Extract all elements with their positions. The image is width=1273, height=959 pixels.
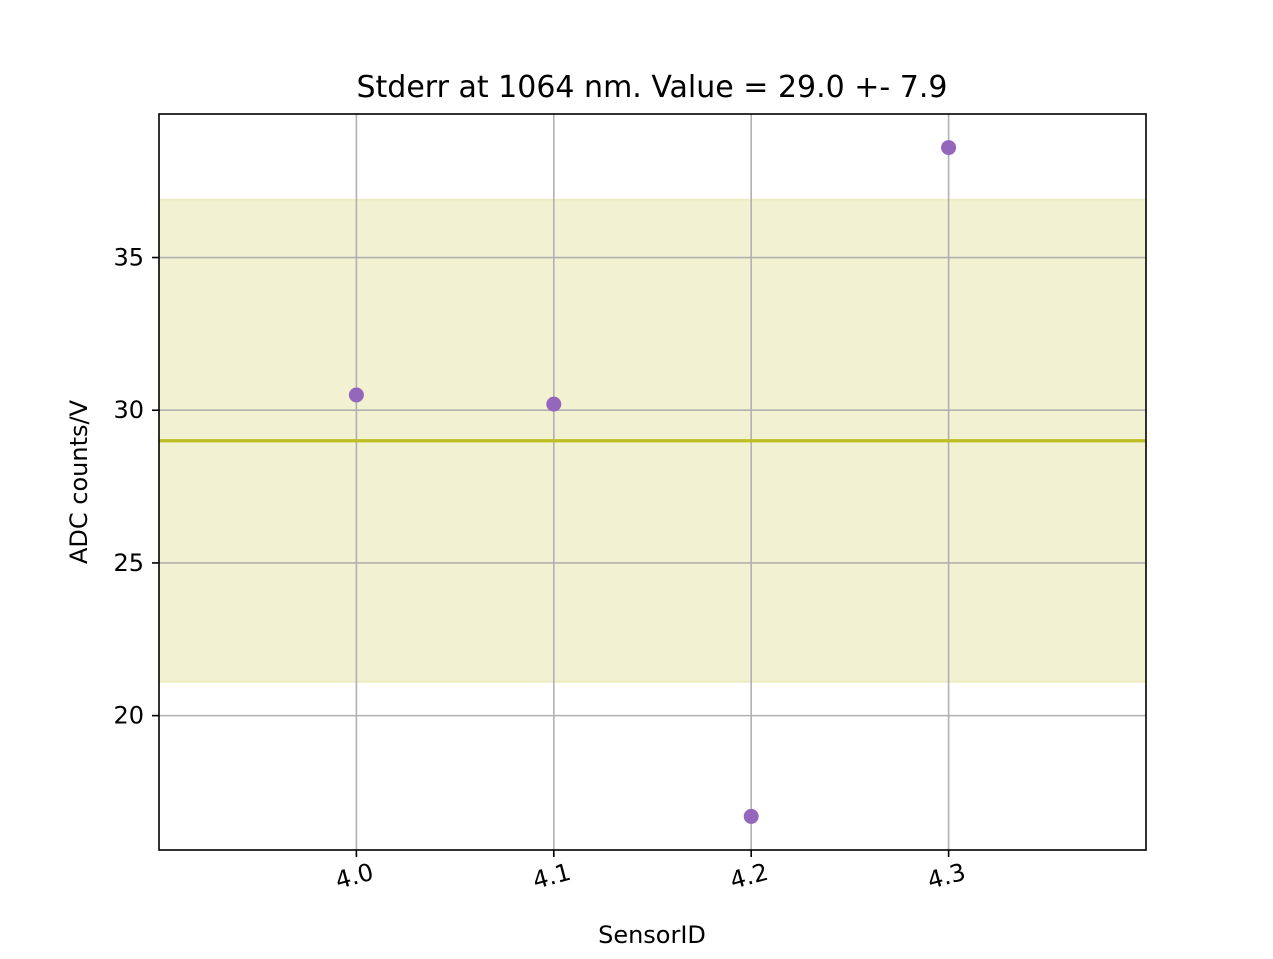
y-tick-label-25: 25 xyxy=(113,549,144,577)
y-tick-label-20: 20 xyxy=(113,702,144,730)
y-tick-label-30: 30 xyxy=(113,396,144,424)
x-tick-label-4.2: 4.2 xyxy=(727,858,771,895)
x-tick-label-4.0: 4.0 xyxy=(332,858,376,895)
y-tick-label-35: 35 xyxy=(113,244,144,272)
grid-layer xyxy=(159,114,1146,850)
y-axis-label: ADC counts/V xyxy=(65,399,93,564)
points-layer xyxy=(348,140,957,824)
data-point-4 xyxy=(941,140,957,156)
data-point-3 xyxy=(743,808,759,824)
x-tick-label-4.1: 4.1 xyxy=(530,858,574,895)
plot-frame xyxy=(158,113,1147,851)
x-tick-label-4.3: 4.3 xyxy=(924,858,968,895)
x-axis-label: SensorID xyxy=(598,921,706,949)
chart-title: Stderr at 1064 nm. Value = 29.0 +- 7.9 xyxy=(357,70,948,105)
data-point-2 xyxy=(546,396,562,412)
data-point-1 xyxy=(348,387,364,403)
